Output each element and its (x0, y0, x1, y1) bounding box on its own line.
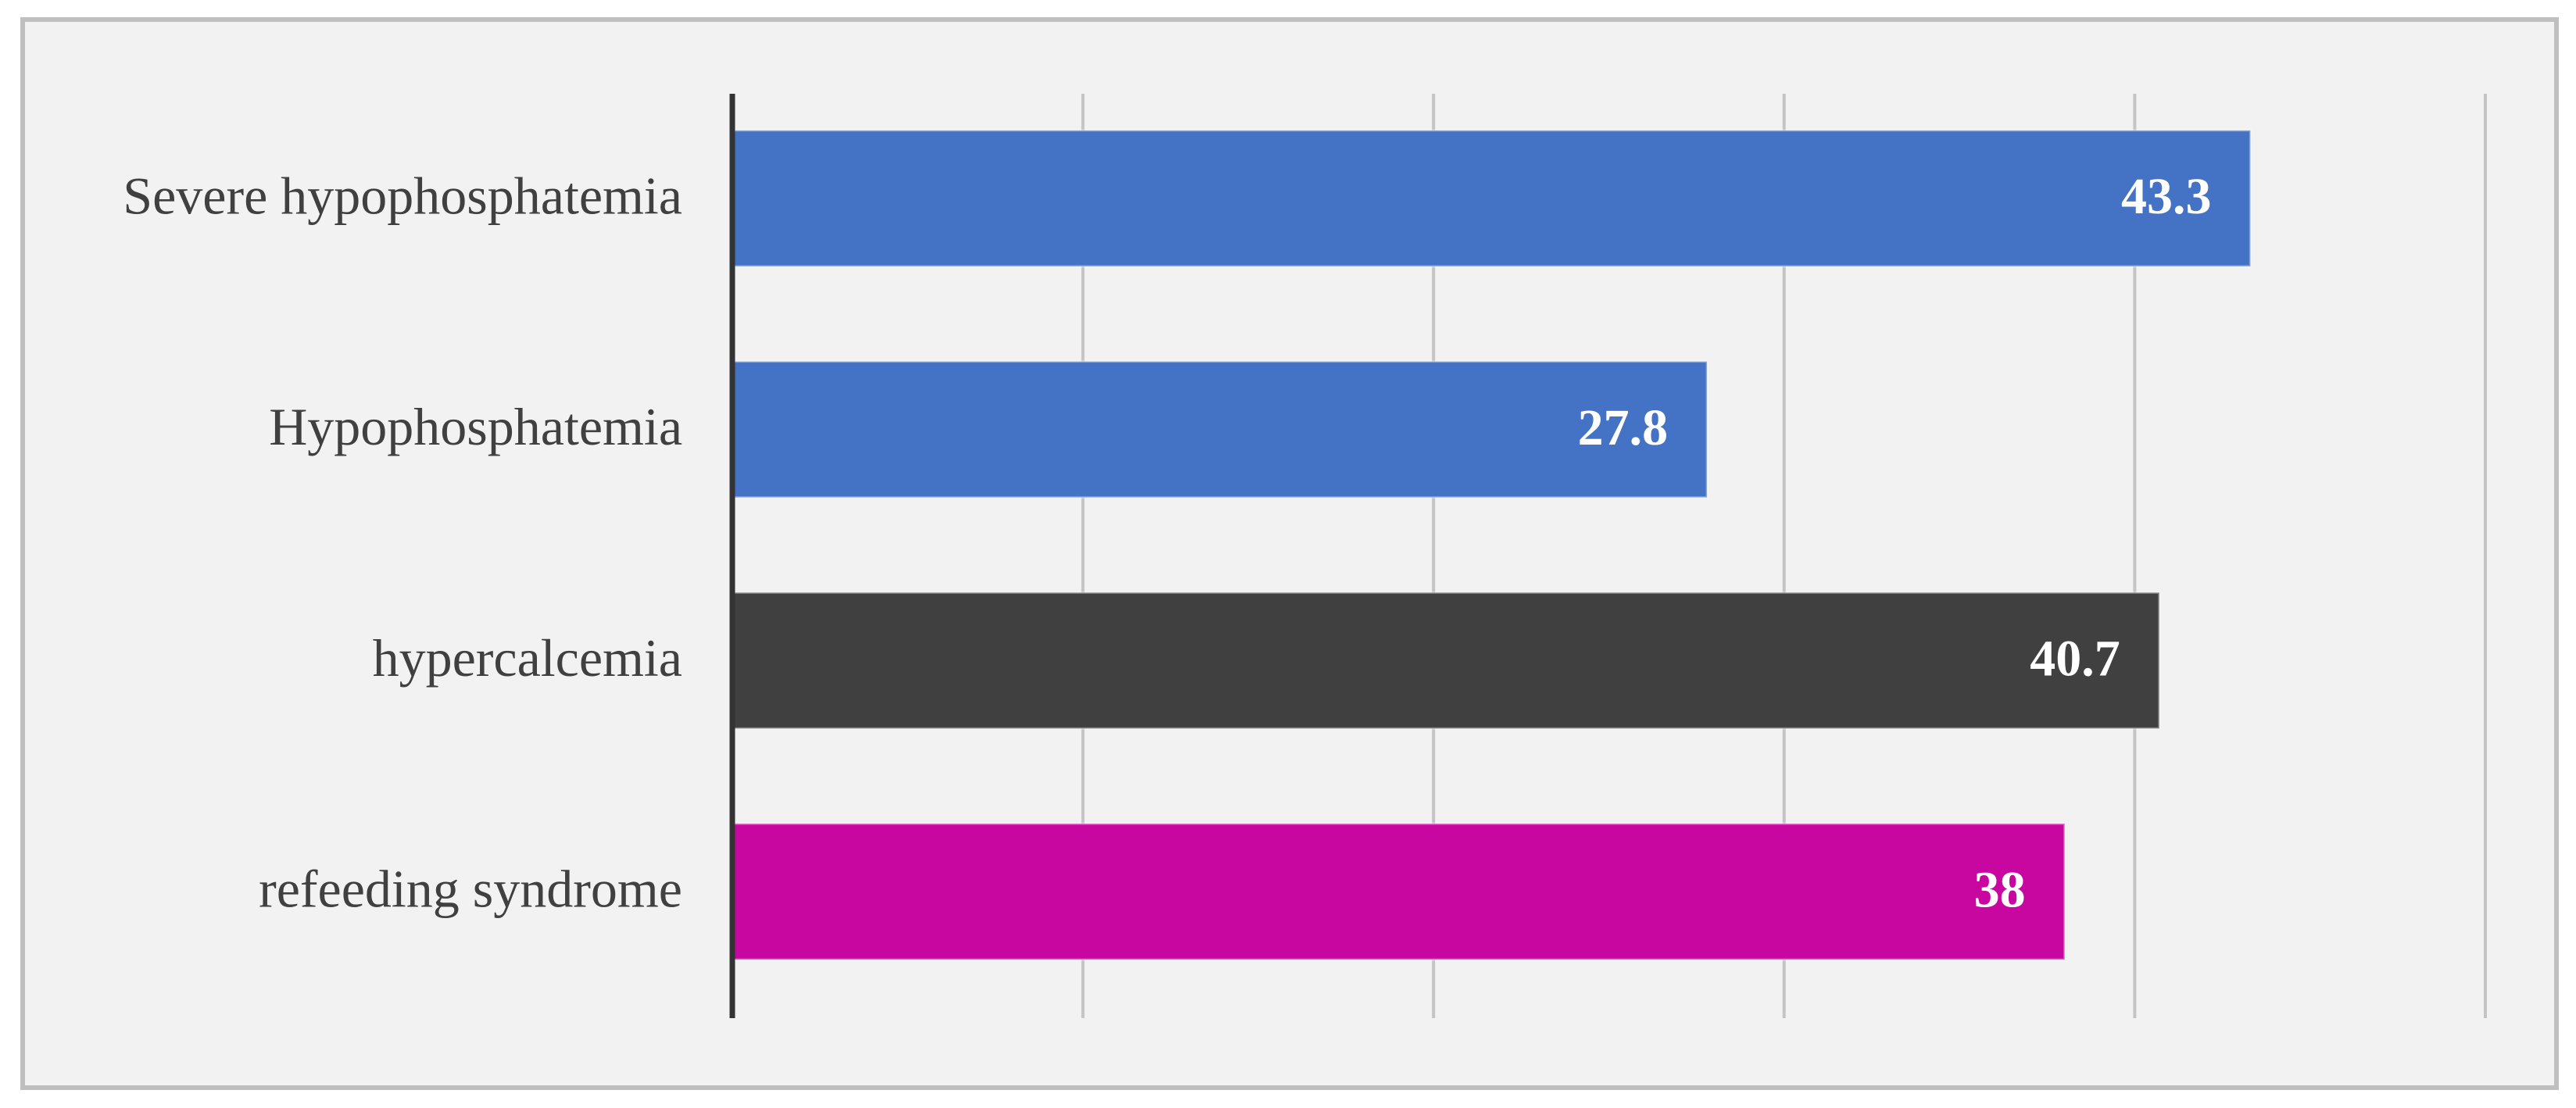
category-label: Hypophosphatemia (269, 397, 682, 456)
value-label: 43.3 (2121, 168, 2212, 225)
bar (731, 822, 2066, 961)
value-label: 38 (1974, 861, 2026, 918)
value-label: 27.8 (1578, 399, 1669, 456)
bar (731, 591, 2161, 730)
bar (731, 129, 2252, 268)
bar (731, 360, 1708, 499)
category-label: Severe hypophosphatemia (123, 166, 682, 225)
value-label: 40.7 (2030, 631, 2120, 688)
category-label: hypercalcemia (373, 628, 682, 688)
category-label: refeeding syndrome (259, 860, 682, 919)
